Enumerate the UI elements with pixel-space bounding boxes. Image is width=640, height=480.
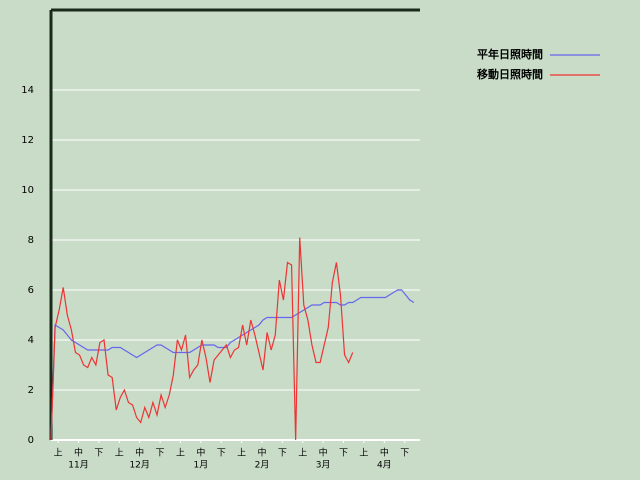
legend-label: 移動日照時間 [477, 67, 543, 81]
month-label: 2月 [255, 460, 270, 471]
y-tick-label: 8 [28, 235, 34, 246]
month-label: 11月 [68, 460, 88, 471]
month-label: 3月 [316, 460, 331, 471]
month-label: 12月 [129, 460, 149, 471]
legend-label: 平年日照時間 [477, 47, 543, 61]
y-tick-label: 2 [28, 385, 34, 396]
x-tick-label: 中 [196, 447, 205, 459]
x-tick-label: 下 [339, 449, 348, 459]
x-tick-label: 中 [257, 447, 266, 459]
x-tick-label: 上 [359, 448, 368, 459]
y-tick-label: 0 [28, 435, 34, 446]
x-tick-label: 下 [156, 449, 165, 459]
x-tick-label: 下 [278, 449, 287, 459]
month-label: 1月 [193, 460, 208, 471]
y-tick-label: 10 [21, 185, 34, 196]
month-label: 4月 [377, 460, 392, 471]
y-tick-label: 4 [28, 335, 34, 346]
y-tick-label: 6 [28, 285, 34, 296]
series-line [50, 289, 415, 441]
y-tick-label: 14 [21, 85, 34, 96]
x-tick-label: 下 [217, 449, 226, 459]
x-tick-label: 下 [94, 449, 103, 459]
series-line [50, 237, 354, 441]
x-tick-label: 上 [237, 448, 246, 459]
x-tick-label: 中 [380, 447, 389, 459]
x-tick-label: 上 [54, 448, 63, 459]
x-tick-label: 上 [298, 448, 307, 459]
x-tick-label: 上 [115, 448, 124, 459]
x-tick-label: 下 [400, 449, 409, 459]
x-tick-label: 中 [74, 447, 83, 459]
x-tick-label: 中 [135, 447, 144, 459]
y-tick-label: 12 [21, 135, 34, 146]
x-tick-label: 中 [319, 447, 328, 459]
x-tick-label: 上 [176, 448, 185, 459]
